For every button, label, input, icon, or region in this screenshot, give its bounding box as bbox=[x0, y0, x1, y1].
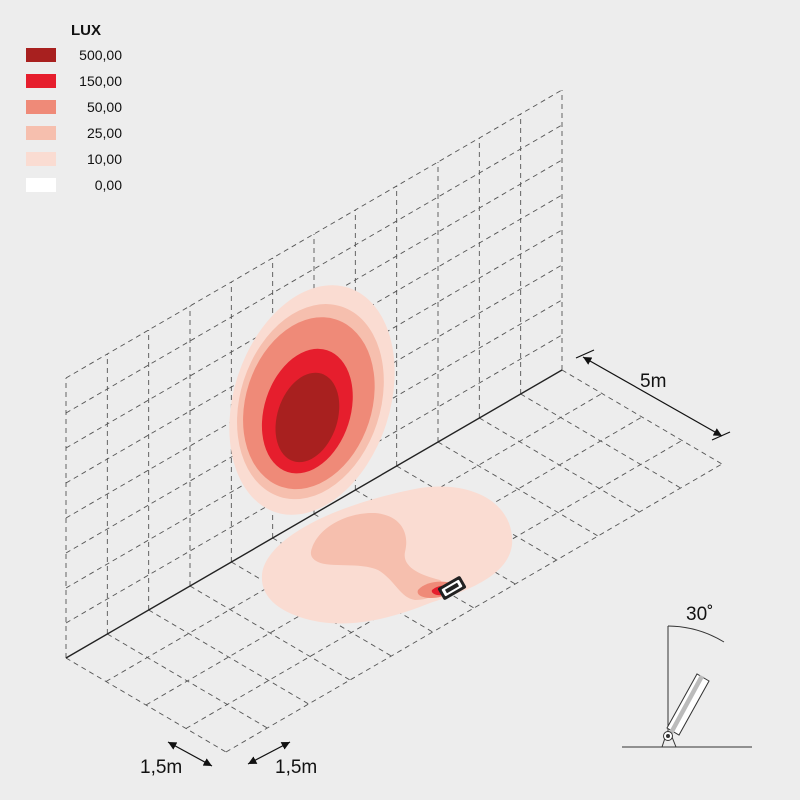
depth-dimension bbox=[575, 349, 731, 441]
grid-line bbox=[65, 159, 563, 449]
grid-line bbox=[189, 585, 351, 681]
legend-entry: 0,00 bbox=[26, 172, 122, 198]
grid-line bbox=[437, 441, 599, 537]
legend-swatch bbox=[26, 152, 56, 166]
legend-swatch bbox=[26, 126, 56, 140]
grid-line bbox=[185, 440, 683, 729]
grid-line bbox=[65, 299, 563, 589]
grid-line bbox=[65, 264, 563, 554]
grid-line bbox=[65, 229, 563, 519]
lux-legend: LUX 500,00 150,00 50,00 25,00 10,00 0,00 bbox=[26, 20, 122, 198]
grid-x-dimension-label: 1,5m bbox=[140, 757, 182, 778]
legend-entry: 150,00 bbox=[26, 68, 122, 94]
legend-entry: 10,00 bbox=[26, 146, 122, 172]
tilt-angle-inset bbox=[622, 625, 752, 748]
grid-y-dimension bbox=[247, 741, 291, 765]
wall-contour-500 bbox=[275, 372, 340, 463]
grid-line bbox=[148, 609, 309, 705]
legend-swatch bbox=[26, 178, 56, 192]
grid-line bbox=[65, 369, 563, 659]
legend-value: 25,00 bbox=[86, 125, 122, 141]
legend-swatch bbox=[26, 100, 56, 114]
grid-line bbox=[65, 89, 563, 379]
legend-value: 10,00 bbox=[86, 151, 122, 167]
legend-value: 500,00 bbox=[79, 47, 122, 63]
legend-entry: 50,00 bbox=[26, 94, 122, 120]
legend-swatch bbox=[26, 48, 56, 62]
legend-value: 50,00 bbox=[86, 99, 122, 115]
legend-value: 150,00 bbox=[79, 73, 122, 89]
grid-line bbox=[105, 393, 603, 682]
grid-line bbox=[65, 194, 563, 484]
legend-swatch bbox=[26, 74, 56, 88]
luminaire-fixture bbox=[437, 576, 467, 600]
grid-line bbox=[65, 334, 563, 624]
grid-line bbox=[225, 463, 723, 753]
grid-x-dimension bbox=[167, 741, 213, 767]
grid-line bbox=[145, 416, 643, 706]
legend-title: LUX bbox=[71, 22, 101, 39]
depth-dimension-label: 5m bbox=[640, 371, 666, 392]
legend-entry: 25,00 bbox=[26, 120, 122, 146]
floor-contour-25 bbox=[310, 512, 443, 600]
grid-y-dimension-label: 1,5m bbox=[275, 757, 317, 778]
wall-light-contours bbox=[229, 285, 395, 515]
grid-line bbox=[65, 124, 563, 414]
legend-value: 0,00 bbox=[94, 177, 122, 193]
legend-entry: 500,00 bbox=[26, 42, 122, 68]
tilt-angle-label: 30˚ bbox=[686, 604, 713, 625]
